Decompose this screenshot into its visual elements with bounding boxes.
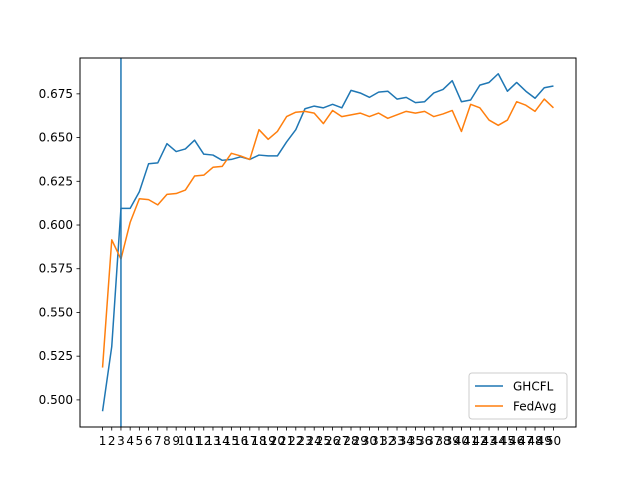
x-tick-label: 3: [117, 434, 125, 448]
x-tick-label: 17: [242, 434, 257, 448]
x-tick-label: 45: [500, 434, 515, 448]
y-tick-label: 0.600: [39, 218, 73, 232]
x-tick-label: 1: [99, 434, 107, 448]
axes-frame: [79, 57, 577, 428]
x-tick-label: 39: [445, 434, 460, 448]
y-axis: 0.500 0.525 0.550 0.575 0.600 0.625 0.650 0.675: [39, 87, 80, 407]
x-tick-label: 24: [307, 434, 322, 448]
x-tick-label: 15: [224, 434, 239, 448]
x-tick-label: 50: [546, 434, 561, 448]
legend-box: [468, 372, 568, 420]
x-tick-label: 31: [371, 434, 386, 448]
x-tick-label: 48: [527, 434, 542, 448]
y-tick-label: 0.575: [39, 262, 73, 276]
x-tick-label: 6: [145, 434, 153, 448]
x-tick-label: 44: [491, 434, 506, 448]
x-tick-label: 20: [270, 434, 285, 448]
y-tick-label: 0.525: [39, 349, 73, 363]
plot-lines: [101, 58, 554, 427]
x-tick-label: 35: [408, 434, 423, 448]
x-tick-label: 33: [389, 434, 404, 448]
x-tick-label: 2: [108, 434, 116, 448]
x-tick-label: 46: [509, 434, 524, 448]
x-tick-label: 9: [172, 434, 180, 448]
x-tick-label: 14: [215, 434, 230, 448]
x-tick-label: 37: [426, 434, 441, 448]
y-tick-label: 0.625: [39, 174, 73, 188]
x-tick-label: 47: [518, 434, 533, 448]
legend: GHCFL FedAvg: [468, 372, 568, 420]
x-tick-label: 23: [297, 434, 312, 448]
x-tick-label: 43: [481, 434, 496, 448]
x-tick-label: 18: [251, 434, 266, 448]
x-tick-label: 21: [279, 434, 294, 448]
x-tick-label: 5: [136, 434, 144, 448]
y-tick-label: 0.650: [39, 131, 73, 145]
x-tick-label: 28: [343, 434, 358, 448]
x-tick-label: 25: [316, 434, 331, 448]
y-tick-label: 0.500: [39, 393, 73, 407]
x-tick-label: 41: [463, 434, 478, 448]
x-tick-label: 16: [233, 434, 248, 448]
x-tick-label: 22: [288, 434, 303, 448]
x-tick-label: 10: [178, 434, 193, 448]
x-tick-label: 36: [417, 434, 432, 448]
legend-label-ghcfl: GHCFL: [513, 380, 554, 394]
x-tick-label: 42: [472, 434, 487, 448]
x-tick-label: 32: [380, 434, 395, 448]
legend-label-fedavg: FedAvg: [513, 400, 556, 414]
x-tick-label: 38: [435, 434, 450, 448]
y-tick-label: 0.550: [39, 305, 73, 319]
series-line-fedavg: [101, 98, 554, 368]
x-tick-label: 4: [126, 434, 134, 448]
x-tick-label: 12: [196, 434, 211, 448]
x-tick-label: 27: [334, 434, 349, 448]
x-tick-label: 26: [325, 434, 340, 448]
x-axis: 1 2 3 4 5 6 7 8 91011121314151617181920212223242…: [99, 427, 561, 448]
x-tick-label: 19: [261, 434, 276, 448]
x-tick-label: 34: [399, 434, 414, 448]
x-tick-label: 49: [537, 434, 552, 448]
x-tick-label: 8: [163, 434, 171, 448]
x-tick-label: 29: [353, 434, 368, 448]
x-tick-label: 13: [205, 434, 220, 448]
y-tick-label: 0.675: [39, 87, 73, 101]
x-tick-label: 40: [454, 434, 469, 448]
series-line-ghcfl: [101, 72, 554, 412]
x-tick-label: 11: [187, 434, 202, 448]
x-tick-label: 30: [362, 434, 377, 448]
x-tick-label: 7: [154, 434, 162, 448]
